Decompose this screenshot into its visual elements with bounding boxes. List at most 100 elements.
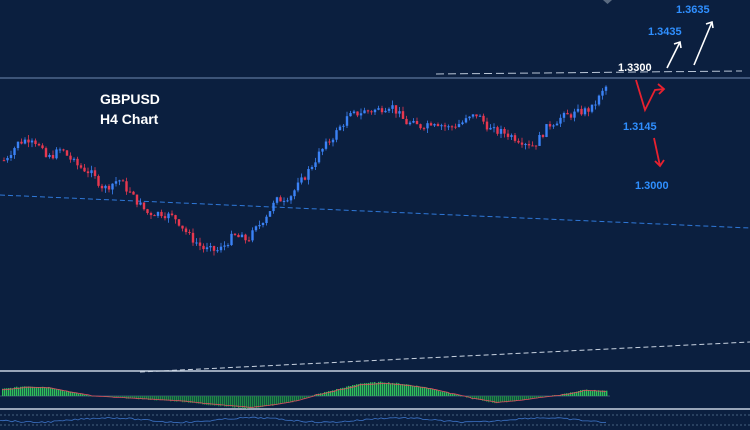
candle-body <box>559 117 562 124</box>
histogram-bar <box>580 390 582 396</box>
candle-body <box>128 191 132 193</box>
histogram-bar <box>64 391 66 396</box>
histogram-bar <box>334 390 336 396</box>
candle-body <box>597 95 601 105</box>
candle-body <box>212 246 216 251</box>
histogram-bar <box>144 396 146 400</box>
histogram-bar <box>326 391 328 396</box>
histogram-bar <box>44 386 46 396</box>
candle-body <box>20 141 23 144</box>
candle-body <box>177 219 181 226</box>
candle-body <box>562 113 566 118</box>
candle-body <box>583 108 587 115</box>
histogram-bar <box>74 392 76 396</box>
histogram-bar <box>514 396 516 402</box>
candle-body <box>237 234 240 238</box>
histogram-bar <box>10 387 12 396</box>
candle-body <box>370 111 373 113</box>
candle-body <box>30 140 34 143</box>
histogram-bar <box>360 383 362 396</box>
histogram-bar <box>596 390 598 396</box>
histogram-bar <box>120 396 122 398</box>
histogram-bar <box>574 392 576 396</box>
histogram-bar <box>330 390 332 396</box>
histogram-bar <box>194 396 196 403</box>
candle-body <box>139 202 142 205</box>
histogram-bar <box>160 396 162 400</box>
candle-body <box>244 234 247 241</box>
candle-body <box>349 113 352 117</box>
white-arrow-2-shaft <box>693 21 713 66</box>
candle-body <box>44 148 48 157</box>
histogram-bar <box>402 384 404 396</box>
histogram-bar <box>142 396 144 400</box>
histogram-bar <box>440 391 442 396</box>
histogram-bar <box>480 396 482 400</box>
histogram-bar <box>460 395 462 397</box>
candle-body <box>34 140 37 145</box>
histogram-bar <box>476 396 478 400</box>
candle-body <box>268 211 272 217</box>
candle-body <box>282 200 286 202</box>
candle-body <box>384 110 387 113</box>
candle-body <box>590 104 594 112</box>
histogram-bar <box>294 396 296 402</box>
histogram-bar <box>52 388 54 396</box>
histogram-bar <box>242 396 244 409</box>
histogram-bar <box>298 396 300 401</box>
candle-body <box>27 139 30 143</box>
candle-body <box>37 144 41 146</box>
histogram-bar <box>154 396 156 401</box>
histogram-bar <box>396 382 398 396</box>
histogram-bar <box>56 389 58 396</box>
candle-body <box>72 158 76 160</box>
candle-body <box>513 135 517 141</box>
histogram-bar <box>336 389 338 396</box>
histogram-bar <box>76 392 78 396</box>
histogram-bar <box>504 396 506 402</box>
histogram-bar <box>502 396 504 402</box>
candle-body <box>363 110 366 114</box>
histogram-bar <box>218 396 220 407</box>
histogram-bar <box>484 396 486 402</box>
candle-body <box>223 245 226 247</box>
candle-body <box>198 242 202 246</box>
histogram-bar <box>130 396 132 399</box>
histogram-bar <box>288 396 290 403</box>
histogram-bar <box>20 386 22 396</box>
candle-body <box>2 160 6 162</box>
histogram-bar <box>412 385 414 396</box>
histogram-bar <box>152 396 154 400</box>
histogram-bar <box>592 390 594 396</box>
histogram-bar <box>222 396 224 406</box>
histogram-bar <box>604 390 606 396</box>
histogram-bar <box>186 396 188 403</box>
candle-body <box>541 135 545 137</box>
histogram-bar <box>478 396 480 400</box>
histogram-bar <box>368 382 370 396</box>
candle-body <box>191 232 195 243</box>
histogram-bar <box>508 396 510 402</box>
histogram-bar <box>226 396 228 407</box>
histogram-bar <box>406 384 408 396</box>
histogram-bar <box>80 393 82 396</box>
histogram-bar <box>516 396 518 401</box>
histogram-bar <box>552 395 554 396</box>
histogram-bar <box>212 396 214 406</box>
histogram-bar <box>236 396 238 407</box>
histogram-bar <box>164 396 166 401</box>
histogram-bar <box>380 381 382 396</box>
histogram-bar <box>280 396 282 404</box>
histogram-bar <box>122 396 124 398</box>
histogram-bar <box>198 396 200 404</box>
histogram-bar <box>544 396 546 397</box>
histogram-bar <box>588 390 590 396</box>
histogram-bar <box>32 386 34 396</box>
top-marker-icon <box>603 0 612 4</box>
candle-body <box>254 226 258 231</box>
histogram-bar <box>90 396 92 397</box>
histogram-bar <box>572 392 574 396</box>
histogram-bar <box>182 396 184 403</box>
